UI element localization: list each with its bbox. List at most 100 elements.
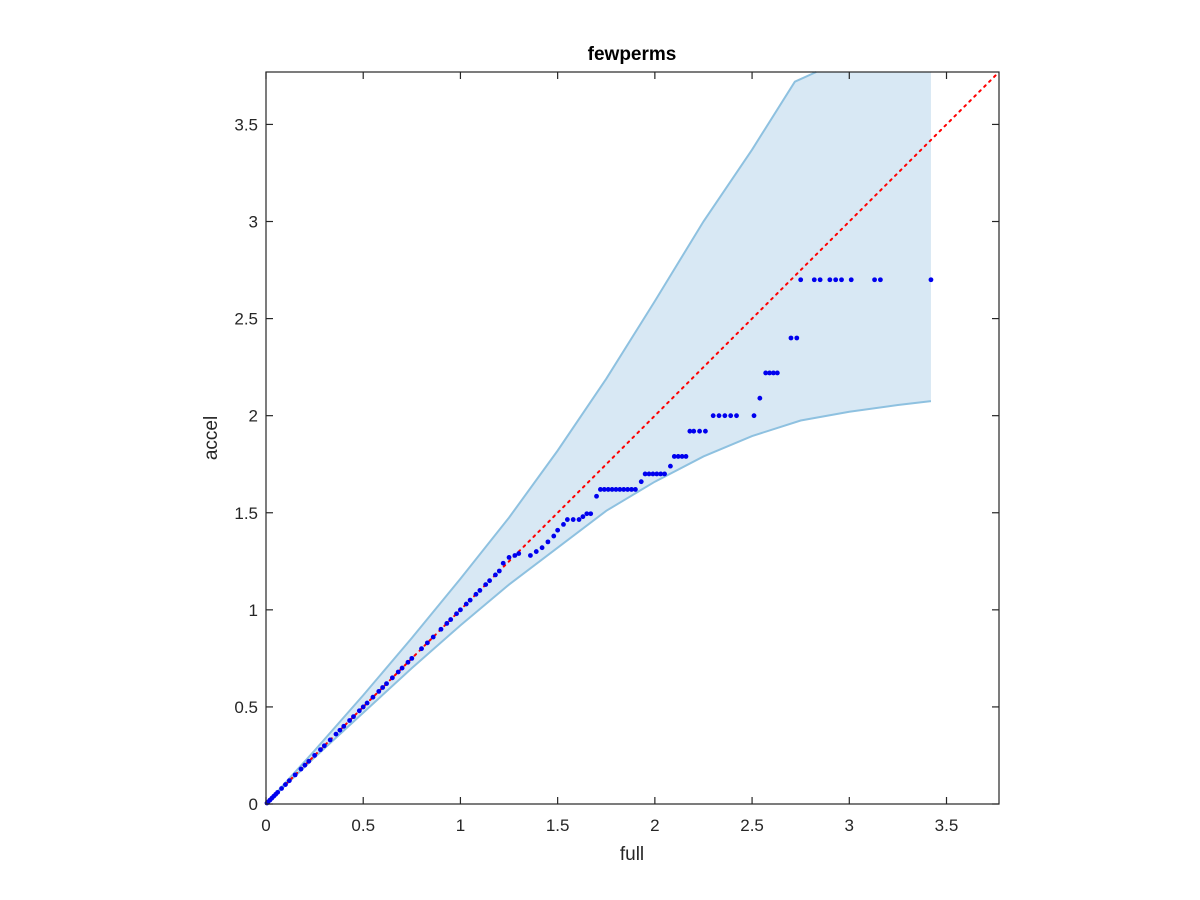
x-tick-label: 1.5 — [546, 816, 570, 835]
data-point — [351, 714, 356, 720]
data-point — [555, 527, 561, 533]
data-point — [771, 370, 776, 376]
data-point — [576, 517, 582, 522]
y-tick-label: 3.5 — [234, 115, 258, 134]
y-tick-label: 1.5 — [234, 504, 258, 523]
data-point — [302, 762, 308, 768]
data-point — [327, 737, 333, 743]
data-point — [877, 277, 883, 283]
axes-box — [265, 71, 1000, 805]
data-point — [617, 487, 623, 492]
data-point — [601, 487, 607, 492]
y-tick-label: 0.5 — [234, 698, 258, 717]
data-point — [424, 640, 430, 646]
data-point — [625, 487, 631, 492]
data-point — [473, 591, 479, 597]
data-point — [811, 277, 817, 283]
band-fill — [266, 72, 931, 804]
data-point — [613, 487, 619, 492]
data-point — [496, 568, 502, 574]
data-point — [751, 413, 757, 419]
data-point — [848, 277, 854, 283]
data-point — [389, 675, 395, 681]
data-point — [539, 545, 545, 551]
data-point — [376, 688, 382, 694]
diagonal-line — [265, 71, 1000, 805]
data-point — [928, 277, 934, 283]
data-point — [662, 471, 667, 477]
data-point — [588, 511, 594, 517]
data-point — [528, 553, 533, 558]
confidence-band — [265, 71, 932, 805]
data-point — [405, 659, 411, 665]
data-point — [364, 700, 370, 706]
y-tick-label: 3 — [249, 213, 258, 232]
data-point — [671, 454, 677, 459]
data-point — [650, 471, 656, 477]
data-point — [757, 395, 763, 401]
data-point — [333, 731, 339, 737]
data-point — [598, 487, 603, 492]
y-axis-label: accel — [201, 416, 222, 460]
x-tick-label: 2.5 — [740, 816, 764, 835]
data-point — [275, 789, 281, 795]
data-point — [609, 487, 615, 492]
data-point — [512, 553, 518, 558]
data-point — [533, 549, 539, 554]
data-point — [798, 277, 804, 283]
data-point — [839, 277, 844, 283]
data-point — [500, 560, 506, 566]
data-points — [264, 277, 934, 806]
x-tick-label: 2 — [650, 816, 659, 835]
data-point — [467, 597, 473, 603]
data-point — [774, 370, 780, 376]
data-point — [341, 723, 347, 729]
data-point — [827, 277, 833, 283]
y-tick-label: 0 — [249, 795, 258, 814]
data-point — [399, 665, 405, 671]
x-tick-label: 0.5 — [351, 816, 375, 835]
data-point — [444, 621, 450, 626]
data-point — [463, 601, 469, 607]
data-point — [833, 277, 839, 283]
data-point — [734, 413, 739, 419]
band-lower-edge — [265, 400, 932, 805]
data-point — [298, 766, 304, 772]
chart-title: fewperms — [588, 44, 677, 65]
x-axis-ticks: 0 0.5 1 1.5 2 2.5 3 3.5 — [261, 72, 958, 835]
data-point — [454, 611, 459, 617]
x-tick-label: 3.5 — [935, 816, 959, 835]
data-point — [621, 487, 627, 492]
data-point — [654, 471, 660, 477]
x-tick-label: 0 — [261, 816, 270, 835]
data-point — [564, 517, 570, 522]
data-point — [312, 753, 318, 758]
data-point — [430, 634, 436, 640]
data-point — [419, 646, 424, 652]
data-point — [794, 335, 800, 341]
x-tick-label: 3 — [845, 816, 854, 835]
data-point — [448, 617, 454, 622]
data-point — [580, 514, 586, 520]
data-point — [286, 778, 292, 784]
data-point — [691, 428, 697, 434]
data-point — [817, 277, 823, 283]
data-point — [570, 517, 576, 522]
data-point — [409, 655, 415, 661]
data-point — [292, 772, 298, 778]
data-point — [318, 747, 323, 753]
data-point — [360, 704, 366, 710]
y-tick-label: 1 — [249, 601, 258, 620]
data-point — [605, 487, 611, 492]
y-tick-label: 2 — [249, 407, 258, 426]
data-point — [710, 413, 716, 419]
data-point — [668, 463, 673, 469]
y-axis-ticks: 0 0.5 1 1.5 2 2.5 3 3.5 — [234, 115, 999, 814]
data-point — [438, 626, 444, 632]
axes — [265, 71, 1000, 805]
data-point — [347, 718, 353, 723]
data-point — [483, 582, 489, 587]
data-point — [675, 454, 681, 459]
x-tick-label: 1 — [456, 816, 465, 835]
